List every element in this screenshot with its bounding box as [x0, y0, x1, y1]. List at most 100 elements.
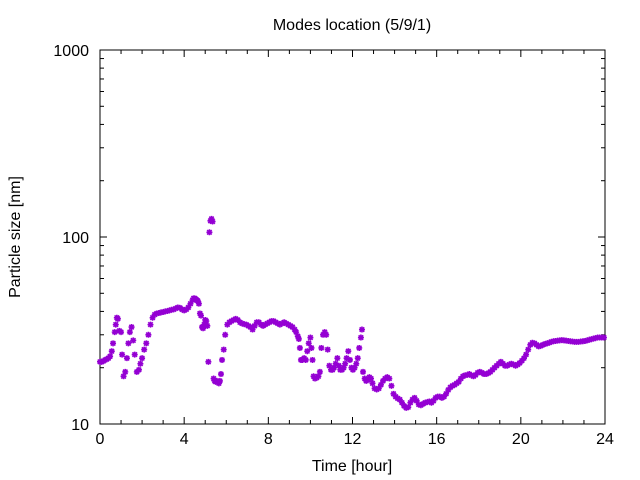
data-point	[537, 342, 544, 349]
data-point	[145, 331, 152, 338]
data-point	[122, 368, 129, 375]
data-point	[353, 360, 360, 367]
data-point	[195, 300, 202, 307]
data-point	[441, 393, 448, 400]
data-point	[110, 340, 117, 347]
data-point	[411, 394, 418, 401]
data-point	[293, 329, 300, 336]
data-point	[358, 326, 365, 333]
data-point	[219, 356, 226, 363]
data-point	[216, 377, 223, 384]
axes: 0 4 8 12 16 20 24 10 100 1000	[53, 43, 614, 448]
data-point	[305, 340, 312, 347]
data-point	[468, 372, 475, 379]
data-point	[143, 340, 150, 347]
data-point	[206, 229, 213, 236]
data-point	[215, 380, 222, 387]
x-tick-label: 16	[428, 431, 446, 448]
data-point	[334, 355, 341, 362]
chart-title: Modes location (5/9/1)	[273, 17, 431, 34]
data-point	[205, 358, 212, 365]
data-point	[251, 322, 258, 329]
data-point	[351, 364, 358, 371]
data-point	[407, 399, 414, 406]
data-point	[346, 356, 353, 363]
data-point	[343, 355, 350, 362]
data-point	[131, 351, 138, 358]
data-point	[126, 329, 133, 336]
data-point	[139, 355, 146, 362]
data-point	[525, 346, 532, 353]
x-tick-label: 24	[596, 431, 614, 448]
data-point	[360, 368, 367, 375]
data-points	[97, 215, 607, 411]
data-point	[172, 305, 179, 312]
data-point	[200, 325, 207, 332]
data-point	[147, 321, 154, 328]
data-point	[430, 397, 437, 404]
y-axis-label: Particle size [nm]	[7, 176, 24, 298]
data-point	[108, 348, 115, 355]
data-point	[520, 355, 527, 362]
data-point	[459, 373, 466, 380]
data-point	[141, 346, 148, 353]
x-axis-label: Time [hour]	[312, 458, 392, 475]
data-point	[119, 351, 126, 358]
data-point	[203, 318, 210, 325]
x-tick-label: 20	[512, 431, 530, 448]
data-point	[112, 321, 119, 328]
y-tick-label: 100	[62, 230, 89, 247]
data-point	[307, 334, 314, 341]
data-point	[443, 390, 450, 397]
data-point	[128, 324, 135, 331]
data-point	[323, 331, 330, 338]
data-point	[289, 324, 296, 331]
data-point	[600, 334, 607, 341]
data-point	[546, 339, 553, 346]
data-point	[396, 396, 403, 403]
data-point	[123, 355, 130, 362]
data-point	[118, 329, 125, 336]
data-point	[209, 218, 216, 225]
data-point	[204, 322, 211, 329]
data-point	[318, 344, 325, 351]
data-point	[345, 348, 352, 355]
data-point	[294, 333, 301, 340]
data-point	[474, 369, 481, 376]
data-point	[295, 335, 302, 342]
x-tick-label: 0	[96, 431, 105, 448]
data-point	[464, 371, 471, 378]
data-point	[369, 380, 376, 387]
data-point	[125, 340, 132, 347]
data-point	[335, 362, 342, 369]
data-point	[523, 351, 530, 358]
data-point	[130, 337, 137, 344]
y-tick-label: 1000	[53, 43, 89, 60]
data-point	[398, 399, 405, 406]
y-tick-label: 10	[71, 417, 89, 434]
data-point	[386, 375, 393, 382]
data-point	[377, 381, 384, 388]
data-point	[324, 346, 331, 353]
data-point	[198, 312, 204, 319]
data-point	[308, 344, 315, 351]
data-point	[356, 344, 363, 351]
x-tick-label: 8	[264, 431, 273, 448]
data-point	[114, 315, 121, 322]
data-point	[315, 373, 322, 380]
data-point	[185, 304, 192, 311]
data-point	[390, 390, 397, 397]
data-point	[539, 341, 546, 348]
data-point	[375, 385, 382, 392]
data-point	[518, 357, 525, 364]
data-point	[249, 326, 256, 333]
data-point	[340, 364, 347, 371]
data-point	[194, 297, 201, 304]
data-point	[149, 314, 156, 321]
data-point	[296, 344, 303, 351]
data-point	[135, 366, 142, 373]
data-point	[217, 371, 224, 378]
data-point	[111, 329, 118, 336]
